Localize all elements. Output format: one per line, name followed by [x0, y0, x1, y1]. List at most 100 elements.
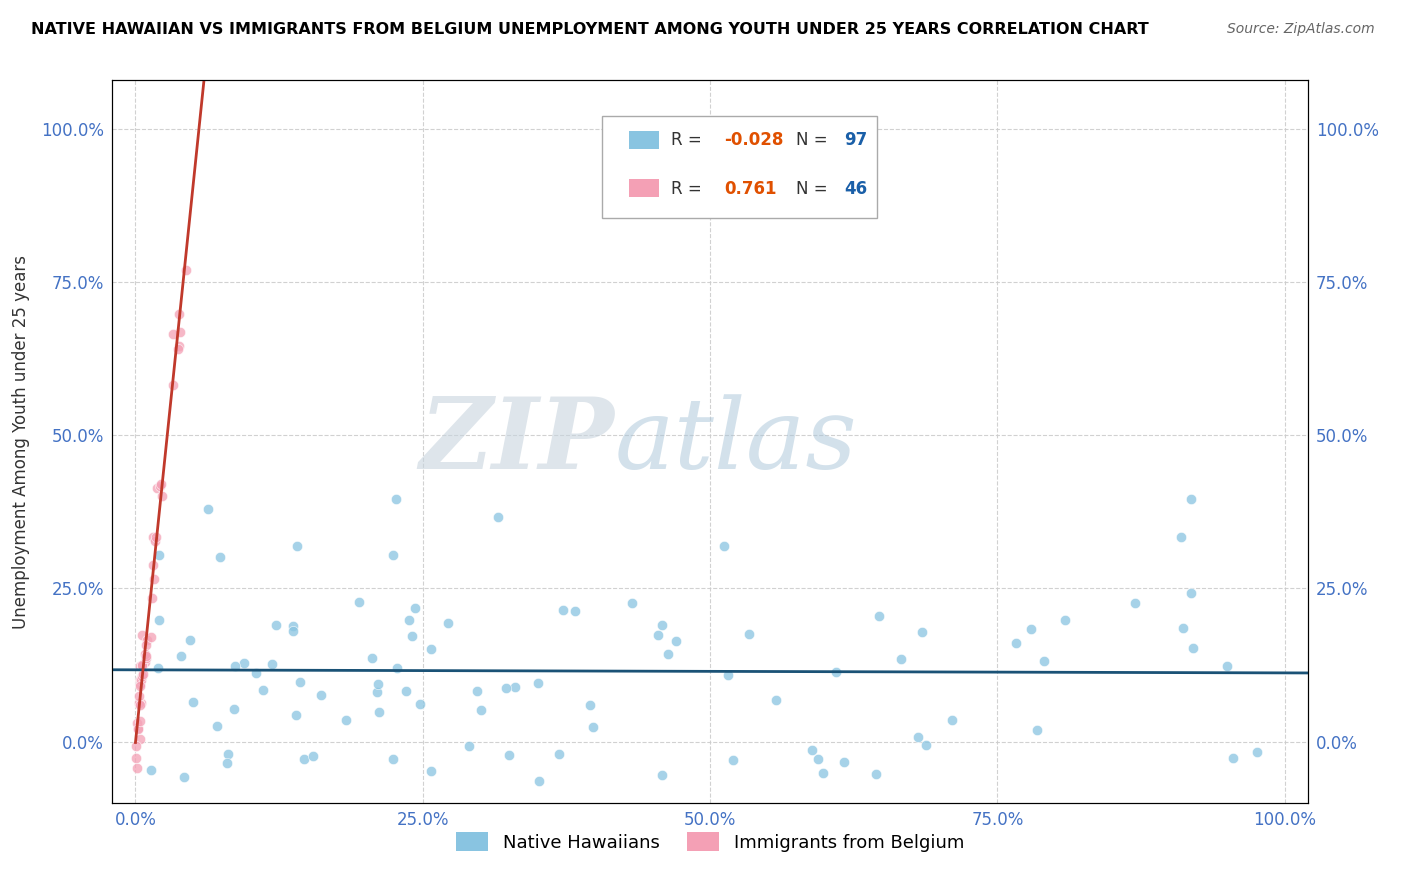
Point — [579, 698, 602, 712]
Point — [292, 752, 315, 766]
Point — [134, 647, 156, 661]
Point — [548, 747, 571, 761]
Point — [505, 681, 527, 695]
Point — [162, 327, 184, 342]
Point — [207, 719, 229, 733]
Point — [382, 752, 405, 766]
Text: 0.761: 0.761 — [724, 179, 778, 198]
Point — [125, 739, 148, 753]
Text: -0.028: -0.028 — [724, 131, 783, 149]
Point — [801, 743, 824, 757]
Point — [167, 342, 190, 356]
Point — [127, 715, 149, 730]
Point — [551, 603, 574, 617]
Point — [288, 674, 311, 689]
Point — [1222, 751, 1244, 765]
Point — [366, 685, 388, 699]
Point — [135, 648, 157, 663]
Point — [224, 659, 246, 673]
Point — [495, 681, 517, 695]
Point — [181, 695, 204, 709]
Point — [128, 731, 150, 746]
Point — [347, 595, 370, 609]
Point — [135, 650, 157, 665]
Point — [395, 683, 418, 698]
Point — [129, 698, 152, 712]
FancyBboxPatch shape — [603, 117, 877, 218]
Point — [141, 630, 163, 644]
Point — [167, 339, 190, 353]
Point — [217, 747, 239, 762]
Point — [737, 627, 759, 641]
Text: NATIVE HAWAIIAN VS IMMIGRANTS FROM BELGIUM UNEMPLOYMENT AMONG YOUTH UNDER 25 YEA: NATIVE HAWAIIAN VS IMMIGRANTS FROM BELGI… — [31, 22, 1149, 37]
Point — [142, 558, 165, 573]
Point — [135, 638, 157, 652]
Point — [651, 768, 673, 782]
Point — [914, 738, 936, 752]
Point — [419, 642, 441, 657]
Point — [309, 688, 332, 702]
Point — [1025, 723, 1047, 737]
Point — [398, 613, 420, 627]
Text: N =: N = — [796, 179, 828, 198]
Point — [245, 665, 267, 680]
Point — [131, 658, 153, 673]
Point — [1216, 659, 1239, 673]
Point — [385, 491, 408, 506]
Point — [907, 730, 929, 744]
Point — [1019, 622, 1042, 636]
Text: ZIP: ZIP — [419, 393, 614, 490]
Point — [142, 530, 165, 544]
Point — [217, 756, 239, 771]
Point — [941, 713, 963, 727]
Point — [1032, 654, 1054, 668]
Y-axis label: Unemployment Among Youth under 25 years: Unemployment Among Youth under 25 years — [13, 254, 30, 629]
Point — [1180, 491, 1202, 506]
Point — [148, 548, 170, 562]
Point — [170, 649, 193, 664]
Point — [1246, 745, 1268, 759]
Point — [139, 763, 162, 777]
Point — [401, 629, 423, 643]
Point — [150, 489, 173, 503]
Point — [131, 669, 153, 683]
Point — [143, 533, 166, 548]
Point — [174, 263, 197, 277]
Point — [285, 707, 308, 722]
Point — [131, 628, 153, 642]
Point — [721, 753, 744, 767]
Point — [232, 656, 254, 670]
Point — [665, 634, 688, 648]
Point — [811, 765, 834, 780]
Point — [419, 764, 441, 778]
Point — [128, 696, 150, 710]
FancyBboxPatch shape — [628, 179, 658, 197]
Point — [361, 651, 384, 665]
Point — [465, 684, 488, 698]
Point — [131, 666, 153, 681]
Point — [285, 539, 308, 553]
Point — [621, 596, 644, 610]
Point — [145, 530, 167, 544]
Text: R =: R = — [671, 131, 702, 149]
Point — [148, 613, 170, 627]
Point — [129, 677, 152, 691]
Point — [129, 673, 152, 688]
Point — [367, 677, 389, 691]
Point — [127, 722, 149, 736]
Point — [765, 693, 787, 707]
Point — [283, 618, 305, 632]
Point — [135, 633, 157, 648]
Point — [890, 652, 912, 666]
Point — [129, 659, 152, 673]
Point — [169, 325, 191, 339]
Point — [262, 657, 284, 671]
Point — [129, 714, 152, 728]
Point — [564, 604, 586, 618]
Point — [149, 477, 172, 491]
Point — [1123, 596, 1146, 610]
Point — [129, 696, 152, 710]
Point — [647, 627, 669, 641]
FancyBboxPatch shape — [628, 131, 658, 149]
Point — [470, 703, 492, 717]
